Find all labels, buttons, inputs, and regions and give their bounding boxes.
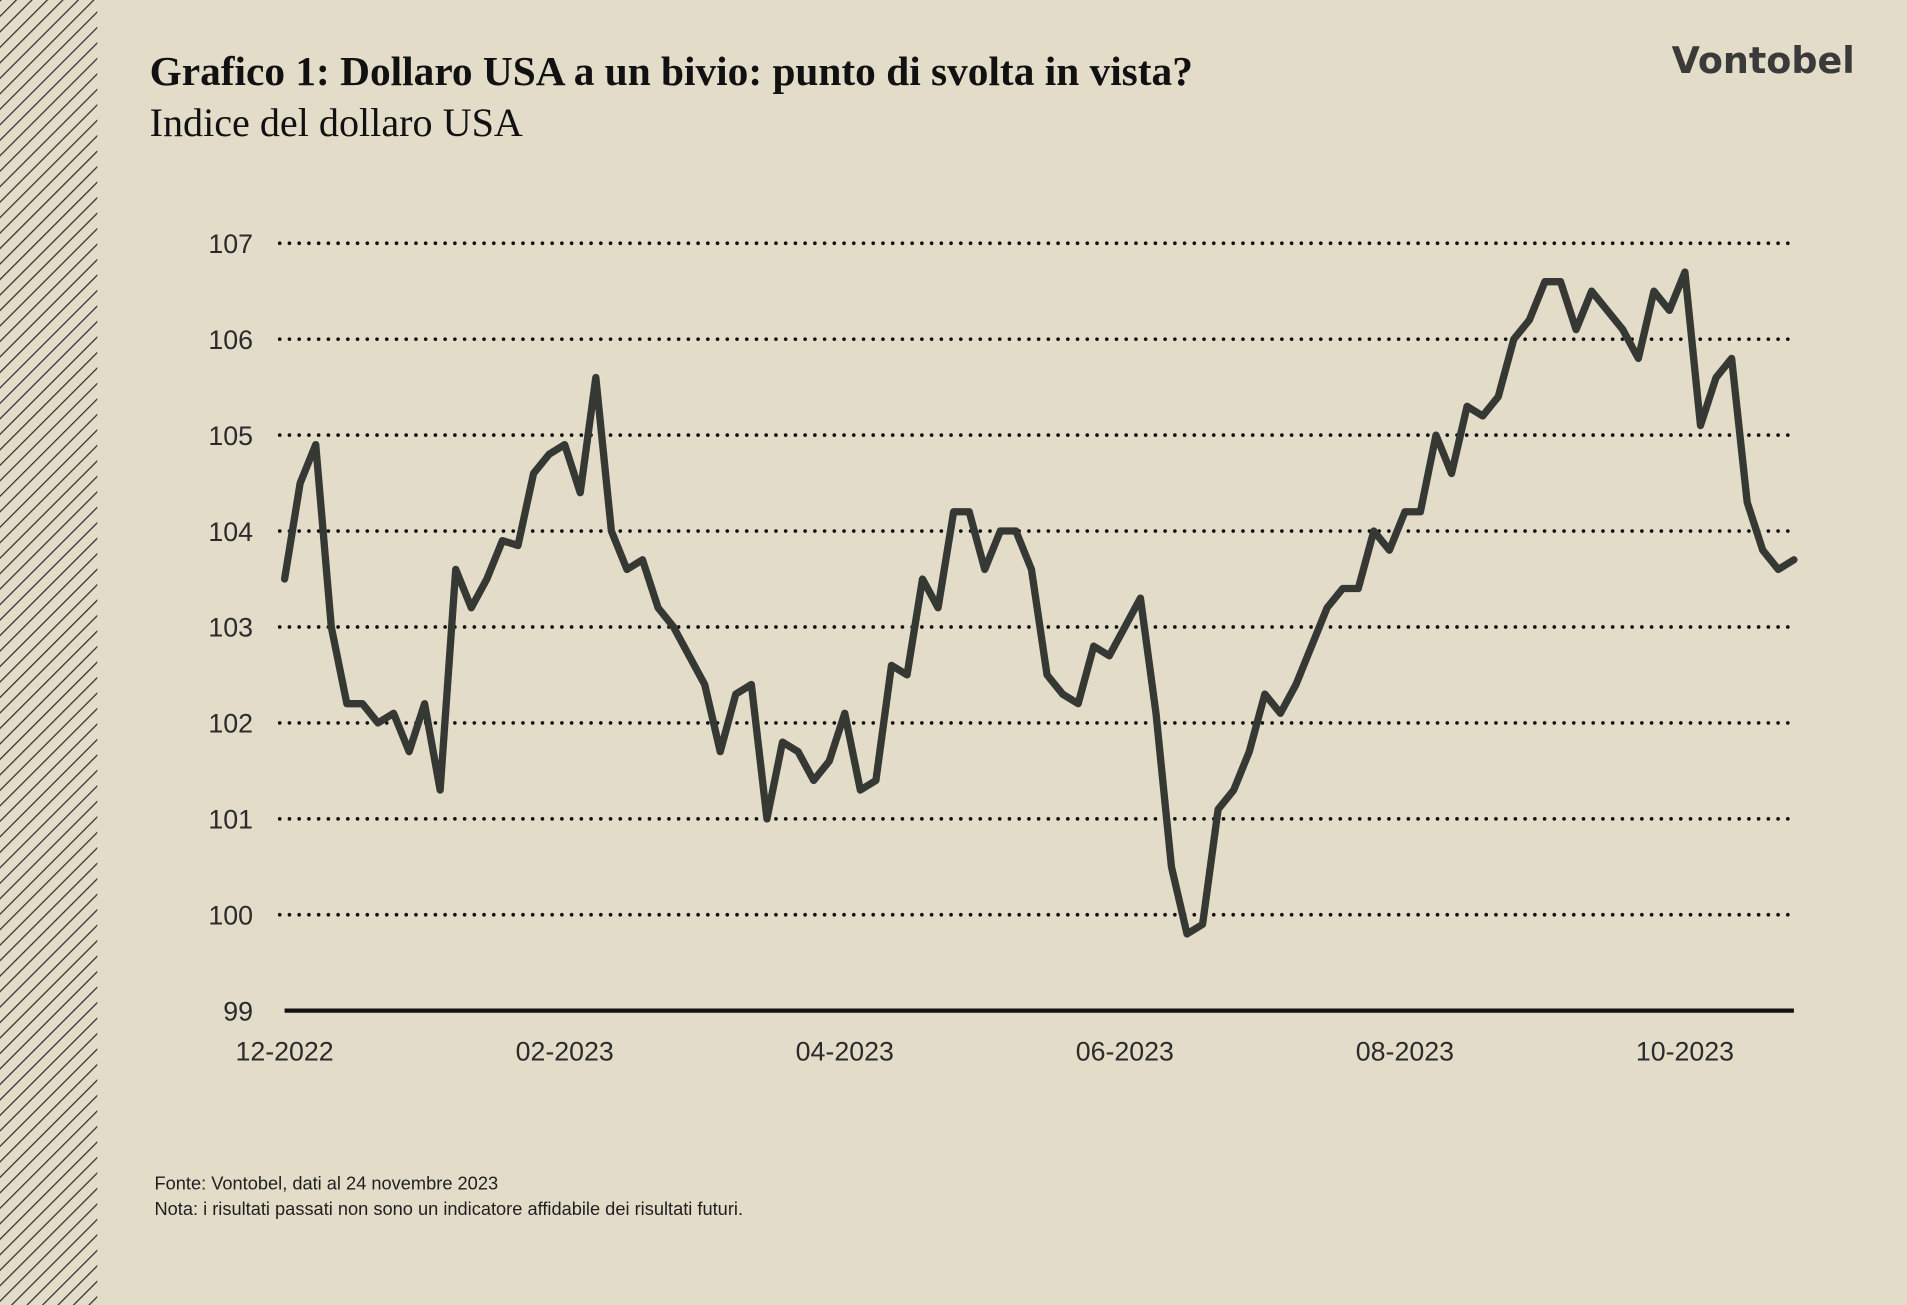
chart-title: Grafico 1: Dollaro USA a un bivio: punto… <box>150 48 1193 94</box>
source-note: Fonte: Vontobel, dati al 24 novembre 202… <box>154 1172 498 1193</box>
y-tick-label: 107 <box>208 229 253 259</box>
chart-subtitle: Indice del dollaro USA <box>150 100 523 145</box>
disclaimer-note: Nota: i risultati passati non sono un in… <box>154 1198 743 1219</box>
brand-logo: Vontobel <box>1672 39 1855 82</box>
x-tick-label: 12-2022 <box>236 1037 334 1067</box>
data-line <box>280 268 1798 938</box>
plot-area: 99 100 101 102 103 104 105 106 107 12-2022 02-2023… <box>208 229 1798 1067</box>
x-tick-label: 04-2023 <box>796 1037 894 1067</box>
y-tick-label: 105 <box>208 421 253 451</box>
y-tick-label: 102 <box>208 709 253 739</box>
y-tick-label: 100 <box>208 900 253 930</box>
y-tick-label: 103 <box>208 613 253 643</box>
x-tick-label: 08-2023 <box>1356 1037 1454 1067</box>
y-tick-label: 106 <box>208 325 253 355</box>
x-tick-label: 06-2023 <box>1076 1037 1174 1067</box>
hatched-strip <box>0 0 98 1305</box>
y-tick-label: 101 <box>208 805 253 835</box>
y-tick-label: 99 <box>223 996 253 1026</box>
x-tick-label: 10-2023 <box>1636 1037 1734 1067</box>
y-tick-label: 104 <box>208 517 253 547</box>
x-tick-label: 02-2023 <box>516 1037 614 1067</box>
